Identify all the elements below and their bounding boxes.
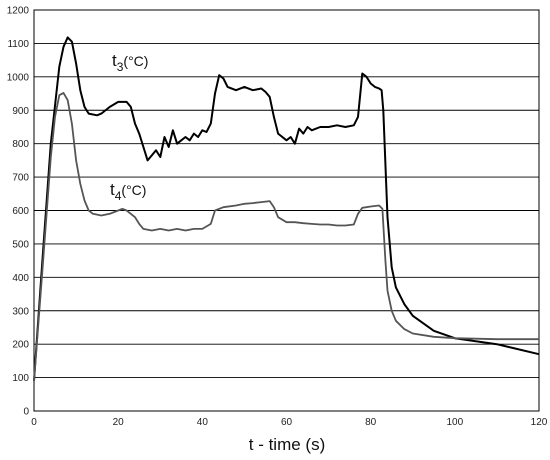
series-label-t4-main: t: [110, 180, 115, 199]
y-tick-label-700: 700: [12, 173, 29, 184]
y-tick-label-800: 800: [12, 139, 29, 150]
y-tick-label-1200: 1200: [7, 6, 30, 17]
series-label-t4-sub: 4: [115, 189, 122, 203]
y-tick-label-0: 0: [23, 407, 29, 418]
series-label-t3-unit: (°C): [123, 53, 148, 69]
x-tick-label-0: 0: [31, 417, 37, 428]
y-tick-label-1000: 1000: [7, 72, 30, 83]
y-tick-label-300: 300: [12, 306, 29, 317]
y-tick-label-400: 400: [12, 273, 29, 284]
x-tick-label-60: 60: [281, 417, 293, 428]
x-axis-title: t - time (s): [249, 435, 326, 454]
series-lines: [33, 36, 540, 381]
series-label-t4-unit: (°C): [121, 182, 146, 198]
gridlines: [33, 9, 540, 412]
x-tick-label-40: 40: [197, 417, 209, 428]
y-tick-label-900: 900: [12, 106, 29, 117]
series-label-t3-sub: 3: [117, 60, 124, 74]
x-tick-label-20: 20: [113, 417, 125, 428]
series-line-t4: [33, 92, 539, 381]
series-label-t3-main: t: [112, 51, 117, 70]
series-line-t3: [33, 36, 540, 381]
plot-frame: [33, 9, 540, 412]
x-tick-labels: 0 20 40 60 80 100 120: [31, 417, 548, 428]
x-tick-label-100: 100: [446, 417, 463, 428]
series-label-t4: t4(°C): [110, 180, 146, 203]
y-tick-label-500: 500: [12, 239, 29, 250]
y-tick-label-1100: 1100: [7, 39, 29, 50]
y-tick-label-100: 100: [12, 373, 29, 384]
series-label-t3: t3(°C): [112, 51, 148, 74]
y-tick-label-200: 200: [12, 340, 29, 351]
y-tick-label-600: 600: [12, 206, 29, 217]
x-tick-label-120: 120: [531, 417, 548, 428]
y-tick-labels: 0 100 200 300 400 500 600 700 800 900 1000 1100 1200: [7, 6, 30, 418]
x-tick-label-80: 80: [365, 417, 377, 428]
